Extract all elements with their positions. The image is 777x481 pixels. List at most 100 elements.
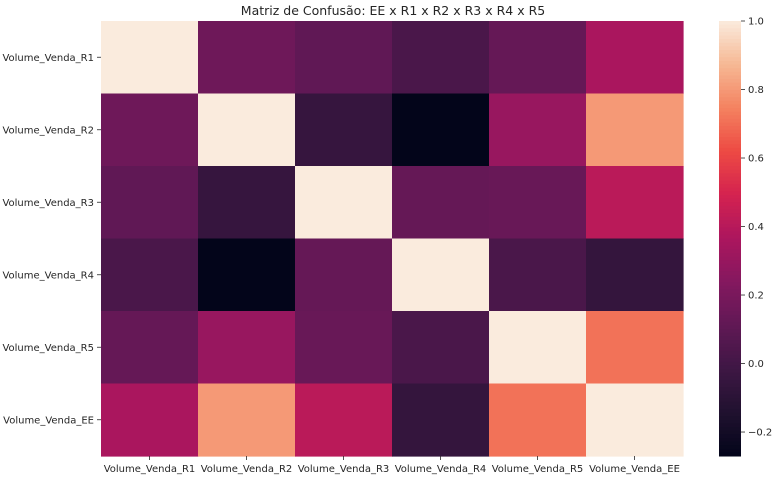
colorbar-tick-label-3: 0.4 bbox=[748, 222, 764, 233]
colorbar-segment-100 bbox=[719, 383, 741, 388]
colorbar-segment-10 bbox=[719, 57, 741, 62]
colorbar-segment-19 bbox=[719, 89, 741, 95]
heatmap-cell-0-0 bbox=[101, 21, 199, 95]
colorbar-segment-81 bbox=[719, 314, 741, 319]
colorbar-segment-117 bbox=[719, 445, 741, 450]
colorbar-segment-22 bbox=[719, 100, 741, 105]
colorbar-segment-103 bbox=[719, 394, 741, 399]
heatmap-cell-1-5 bbox=[586, 93, 684, 167]
colorbar-segment-75 bbox=[719, 292, 741, 298]
colorbar-segment-102 bbox=[719, 390, 741, 395]
colorbar-segment-112 bbox=[719, 427, 741, 432]
colorbar-segment-9 bbox=[719, 53, 741, 58]
colorbar-segment-63 bbox=[719, 249, 741, 254]
colorbar-segment-65 bbox=[719, 256, 741, 261]
colorbar-segment-53 bbox=[719, 213, 741, 218]
colorbar-segment-32 bbox=[719, 137, 741, 142]
heatmap-cell-3-2 bbox=[295, 238, 393, 312]
colorbar-segment-108 bbox=[719, 412, 741, 417]
colorbar-segment-113 bbox=[719, 430, 741, 435]
col-labels: Volume_Venda_R1 Volume_Venda_R2 Volume_Ven… bbox=[104, 456, 680, 475]
colorbar-segment-41 bbox=[719, 169, 741, 174]
colorbar-segment-3 bbox=[719, 31, 741, 37]
colorbar-segment-26 bbox=[719, 115, 741, 120]
colorbar-segment-12 bbox=[719, 64, 741, 69]
colorbar-tick-label-4: 0.2 bbox=[748, 291, 764, 302]
heatmap-cell-0-2 bbox=[295, 21, 393, 95]
colorbar-segment-97 bbox=[719, 372, 741, 377]
heatmap-cell-1-1 bbox=[198, 93, 296, 167]
colorbar-segment-93 bbox=[719, 358, 741, 363]
colorbar-segment-90 bbox=[719, 347, 741, 352]
col-label-4: Volume_Venda_R5 bbox=[492, 464, 584, 475]
colorbar-segment-14 bbox=[719, 71, 741, 76]
colorbar-segment-4 bbox=[719, 35, 741, 40]
colorbar-segment-99 bbox=[719, 379, 741, 385]
row-label-4: Volume_Venda_R5 bbox=[2, 343, 94, 354]
heatmap-cell-3-0 bbox=[101, 238, 199, 312]
heatmap-cell-2-0 bbox=[101, 166, 199, 240]
colorbar-segment-47 bbox=[719, 191, 741, 196]
colorbar-segment-38 bbox=[719, 158, 741, 163]
colorbar-segment-107 bbox=[719, 408, 741, 414]
heatmap-cell-4-0 bbox=[101, 311, 199, 385]
col-label-1: Volume_Venda_R2 bbox=[201, 464, 293, 475]
row-label-2: Volume_Venda_R3 bbox=[2, 198, 94, 209]
colorbar-segment-76 bbox=[719, 296, 741, 301]
col-label-2: Volume_Venda_R3 bbox=[298, 464, 390, 475]
colorbar-segment-89 bbox=[719, 343, 741, 348]
colorbar-segment-83 bbox=[719, 321, 741, 327]
colorbar-segment-82 bbox=[719, 318, 741, 323]
colorbar-segment-29 bbox=[719, 126, 741, 131]
colorbar-segment-91 bbox=[719, 350, 741, 356]
colorbar-segment-60 bbox=[719, 238, 741, 243]
colorbar-segment-59 bbox=[719, 234, 741, 240]
heatmap-cell-1-3 bbox=[392, 93, 490, 167]
colorbar-segment-42 bbox=[719, 173, 741, 178]
row-label-3: Volume_Venda_R4 bbox=[2, 270, 94, 281]
colorbar-segment-31 bbox=[719, 133, 741, 138]
colorbar-segment-70 bbox=[719, 274, 741, 279]
heatmap-cell-3-3 bbox=[392, 238, 490, 312]
colorbar-segment-72 bbox=[719, 282, 741, 287]
colorbar-segment-84 bbox=[719, 325, 741, 330]
heatmap-cell-5-2 bbox=[295, 383, 393, 457]
colorbar-segment-33 bbox=[719, 140, 741, 145]
colorbar-segment-61 bbox=[719, 242, 741, 247]
colorbar-segment-27 bbox=[719, 118, 741, 124]
heatmap-cell-4-5 bbox=[586, 311, 684, 385]
heatmap-cell-1-2 bbox=[295, 93, 393, 167]
colorbar-segment-48 bbox=[719, 195, 741, 200]
colorbar-segment-98 bbox=[719, 376, 741, 381]
colorbar-segment-43 bbox=[719, 176, 741, 182]
colorbar-segment-74 bbox=[719, 289, 741, 294]
heatmap-cell-1-4 bbox=[489, 93, 587, 167]
heatmap-cell-0-4 bbox=[489, 21, 587, 95]
colorbar-segment-24 bbox=[719, 108, 741, 113]
heatmap-cell-2-1 bbox=[198, 166, 296, 240]
colorbar-segment-69 bbox=[719, 271, 741, 276]
colorbar-segment-1 bbox=[719, 24, 741, 29]
heatmap-cell-0-1 bbox=[198, 21, 296, 95]
colorbar-segment-30 bbox=[719, 129, 741, 134]
colorbar-segment-37 bbox=[719, 155, 741, 160]
heatmap-cell-5-5 bbox=[586, 383, 684, 457]
colorbar-segment-80 bbox=[719, 311, 741, 316]
heatmap-cell-5-1 bbox=[198, 383, 296, 457]
colorbar-segment-52 bbox=[719, 209, 741, 214]
heatmap-cell-2-2 bbox=[295, 166, 393, 240]
heatmap-cell-5-0 bbox=[101, 383, 199, 457]
colorbar-segment-5 bbox=[719, 39, 741, 44]
colorbar-segment-11 bbox=[719, 60, 741, 66]
colorbar-segment-92 bbox=[719, 354, 741, 359]
colorbar-segment-50 bbox=[719, 202, 741, 207]
colorbar-segment-46 bbox=[719, 187, 741, 192]
colorbar-segment-6 bbox=[719, 42, 741, 47]
colorbar-segment-40 bbox=[719, 166, 741, 171]
colorbar-segment-66 bbox=[719, 260, 741, 265]
colorbar-segment-77 bbox=[719, 300, 741, 305]
colorbar-segment-28 bbox=[719, 122, 741, 127]
heatmap-cell-2-4 bbox=[489, 166, 587, 240]
colorbar-segment-45 bbox=[719, 184, 741, 189]
